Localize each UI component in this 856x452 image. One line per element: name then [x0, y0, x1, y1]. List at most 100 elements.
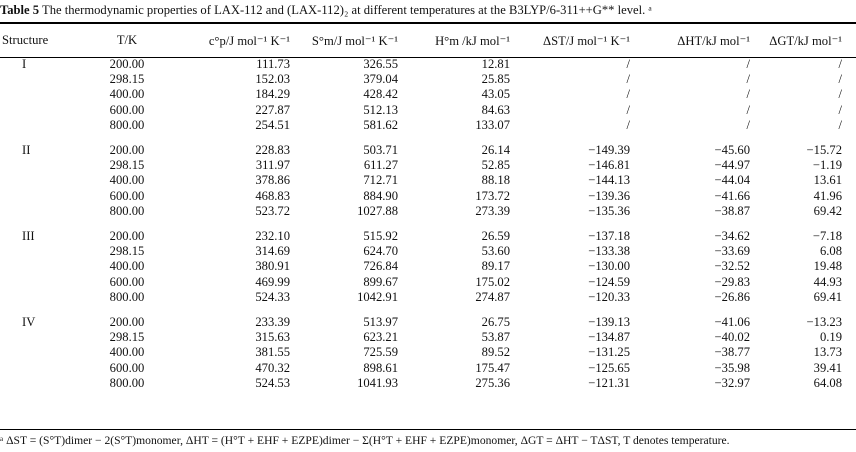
value-cell: 111.73 — [256, 57, 290, 71]
table-row: 800.00 524.33 1042.91 274.87 −120.33 −26.86 69… — [0, 290, 856, 305]
value-cell: 13.61 — [813, 173, 842, 188]
value-cell: 6.08 — [819, 244, 842, 259]
value-cell: 43.05 — [481, 87, 510, 102]
temperature-cell: 298.15 — [109, 158, 145, 173]
value-cell: −146.81 — [588, 158, 630, 173]
table-row: 400.00 381.55 725.59 89.52 −131.25 −38.77 13.7… — [0, 345, 856, 360]
temperature-cell: 600.00 — [109, 102, 145, 117]
value-cell: / — [626, 117, 631, 132]
value-cell: 1027.88 — [357, 203, 398, 218]
value-cell: / — [626, 102, 631, 117]
table-row: 600.00 470.32 898.61 175.47 −125.65 −35.98 39.… — [0, 361, 856, 376]
value-cell: / — [746, 117, 751, 132]
value-cell: 314.69 — [255, 244, 290, 259]
value-cell: −134.87 — [588, 330, 630, 345]
temperature-cell: 800.00 — [109, 117, 145, 132]
value-cell: / — [746, 57, 751, 71]
table-row: 400.00 184.29 428.42 43.05 / / / — [0, 87, 856, 102]
value-cell: / — [746, 87, 751, 102]
value-cell: / — [838, 57, 843, 71]
header-row: Structure T/K c°p/J mol⁻¹ K⁻¹ S°m/J mol⁻… — [0, 24, 856, 57]
value-cell: −144.13 — [588, 173, 630, 188]
value-cell: −38.77 — [714, 345, 750, 360]
structure-cell — [0, 290, 72, 305]
value-cell: 228.83 — [255, 143, 290, 158]
value-cell: 1042.91 — [357, 289, 398, 304]
structure-cell — [0, 118, 72, 133]
group-gap — [0, 305, 856, 315]
structure-cell — [0, 103, 72, 118]
value-cell: 378.86 — [255, 173, 290, 188]
temperature-cell: 800.00 — [109, 289, 145, 304]
value-cell: −121.31 — [588, 375, 630, 390]
value-cell: 712.71 — [363, 173, 398, 188]
value-cell: / — [838, 87, 843, 102]
value-cell: 26.14 — [481, 143, 510, 158]
temperature-cell: 400.00 — [109, 87, 145, 102]
value-cell: 52.85 — [481, 158, 510, 173]
table-row: 600.00 468.83 884.90 173.72 −139.36 −41.66 41.… — [0, 189, 856, 204]
value-cell: 69.41 — [813, 289, 842, 304]
value-cell: 53.87 — [481, 330, 510, 345]
table-row: 800.00 524.53 1041.93 275.36 −121.31 −32.97 64… — [0, 376, 856, 391]
header-enthalpy: H°m /kJ mol⁻¹ — [435, 33, 510, 48]
table-row: 600.00 469.99 899.67 175.02 −124.59 −29.83 44.… — [0, 275, 856, 290]
structure-cell: IV — [22, 315, 36, 330]
table-label: Table 5 — [0, 3, 40, 17]
top-rule — [0, 22, 856, 24]
structure-cell — [0, 158, 72, 173]
value-cell: 725.59 — [363, 345, 398, 360]
structure-cell — [0, 275, 72, 290]
header-heat-capacity: c°p/J mol⁻¹ K⁻¹ — [208, 33, 290, 48]
value-cell: 524.53 — [255, 375, 290, 390]
temperature-cell: 200.00 — [109, 143, 145, 158]
header-temperature: T/K — [116, 33, 138, 47]
value-cell: 470.32 — [255, 360, 290, 375]
value-cell: −131.25 — [588, 345, 630, 360]
header-rule — [0, 57, 856, 58]
value-cell: 184.29 — [255, 87, 290, 102]
value-cell: 133.07 — [475, 117, 510, 132]
value-cell: −125.65 — [588, 360, 630, 375]
value-cell: 26.59 — [481, 229, 510, 244]
value-cell: 326.55 — [363, 57, 398, 71]
value-cell: −124.59 — [588, 274, 630, 289]
structure-cell — [0, 244, 72, 259]
value-cell: / — [626, 57, 631, 71]
value-cell: 315.63 — [255, 330, 290, 345]
value-cell: 726.84 — [363, 259, 398, 274]
table-row: I 200.00 111.73 326.55 12.81 / / / — [0, 57, 856, 72]
value-cell: −1.19 — [812, 158, 842, 173]
value-cell: 12.81 — [481, 57, 510, 71]
value-cell: 232.10 — [255, 229, 290, 244]
value-cell: −15.72 — [806, 143, 842, 158]
value-cell: −41.66 — [714, 188, 750, 203]
value-cell: 175.47 — [475, 360, 510, 375]
value-cell: 524.33 — [255, 289, 290, 304]
value-cell: −32.97 — [714, 375, 750, 390]
value-cell: 311.97 — [255, 158, 290, 173]
value-cell: 515.92 — [363, 229, 398, 244]
value-cell: −29.83 — [714, 274, 750, 289]
caption-text: The thermodynamic properties of LAX-112 … — [39, 3, 652, 17]
structure-cell — [0, 345, 72, 360]
structure-cell — [0, 72, 72, 87]
value-cell: 624.70 — [363, 244, 398, 259]
value-cell: −41.06 — [714, 315, 750, 330]
value-cell: −35.98 — [714, 360, 750, 375]
value-cell: 44.93 — [813, 274, 842, 289]
value-cell: / — [838, 102, 843, 117]
temperature-cell: 200.00 — [109, 229, 145, 244]
table-body: I 200.00 111.73 326.55 12.81///298.15 152.03 3… — [0, 57, 856, 391]
value-cell: −34.62 — [714, 229, 750, 244]
table-row: 298.15 315.63 623.21 53.87 −134.87 −40.02 0.19 — [0, 330, 856, 345]
value-cell: 13.73 — [813, 345, 842, 360]
temperature-cell: 600.00 — [109, 360, 145, 375]
structure-cell — [0, 330, 72, 345]
structure-cell — [0, 189, 72, 204]
table-footnote: ᵃ ΔST = (S°T)dimer − 2(S°T)monomer, ΔHT … — [0, 434, 730, 447]
value-cell: 381.55 — [255, 345, 290, 360]
structure-cell — [0, 87, 72, 102]
value-cell: −130.00 — [588, 259, 630, 274]
table-row: 400.00 380.91 726.84 89.17 −130.00 −32.52 19.4… — [0, 259, 856, 274]
